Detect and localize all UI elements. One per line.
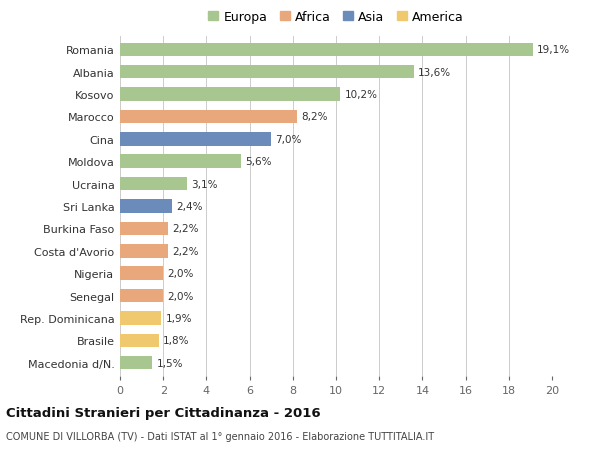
Text: 7,0%: 7,0% bbox=[275, 134, 302, 145]
Bar bbox=[120, 312, 161, 325]
Text: 2,0%: 2,0% bbox=[167, 291, 194, 301]
Legend: Europa, Africa, Asia, America: Europa, Africa, Asia, America bbox=[208, 11, 464, 24]
Text: 1,9%: 1,9% bbox=[166, 313, 192, 323]
Bar bbox=[120, 66, 414, 79]
Bar bbox=[120, 267, 163, 280]
Text: 19,1%: 19,1% bbox=[537, 45, 570, 55]
Text: COMUNE DI VILLORBA (TV) - Dati ISTAT al 1° gennaio 2016 - Elaborazione TUTTITALI: COMUNE DI VILLORBA (TV) - Dati ISTAT al … bbox=[6, 431, 434, 442]
Bar bbox=[120, 88, 340, 101]
Bar bbox=[120, 155, 241, 168]
Text: 2,0%: 2,0% bbox=[167, 269, 194, 279]
Text: 2,2%: 2,2% bbox=[172, 224, 199, 234]
Bar bbox=[120, 245, 167, 258]
Bar bbox=[120, 111, 297, 124]
Text: 2,4%: 2,4% bbox=[176, 202, 203, 212]
Text: 10,2%: 10,2% bbox=[344, 90, 377, 100]
Text: 8,2%: 8,2% bbox=[301, 112, 328, 122]
Bar bbox=[120, 334, 159, 347]
Bar bbox=[120, 200, 172, 213]
Text: 2,2%: 2,2% bbox=[172, 246, 199, 256]
Text: 1,8%: 1,8% bbox=[163, 336, 190, 346]
Bar bbox=[120, 356, 152, 369]
Bar bbox=[120, 178, 187, 191]
Bar bbox=[120, 133, 271, 146]
Text: 13,6%: 13,6% bbox=[418, 67, 451, 78]
Bar bbox=[120, 222, 167, 235]
Text: 5,6%: 5,6% bbox=[245, 157, 272, 167]
Text: Cittadini Stranieri per Cittadinanza - 2016: Cittadini Stranieri per Cittadinanza - 2… bbox=[6, 406, 320, 419]
Bar bbox=[120, 289, 163, 302]
Bar bbox=[120, 44, 533, 57]
Text: 1,5%: 1,5% bbox=[157, 358, 183, 368]
Text: 3,1%: 3,1% bbox=[191, 179, 218, 189]
